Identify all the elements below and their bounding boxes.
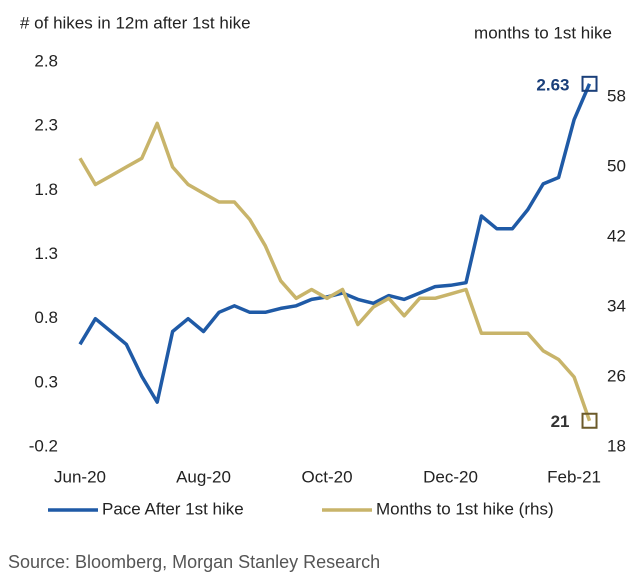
x-tick-label: Jun-20 <box>54 467 106 486</box>
y2-tick-label: 26 <box>607 366 626 385</box>
y2-axis-title: months to 1st hike <box>474 23 612 42</box>
end-marker <box>581 412 598 429</box>
end-marker <box>581 75 598 92</box>
x-tick-label: Dec-20 <box>423 467 478 486</box>
end-value-label: 21 <box>551 412 570 431</box>
y2-tick-label: 34 <box>607 296 626 315</box>
y-tick-label: 1.3 <box>34 244 58 263</box>
x-tick-label: Oct-20 <box>302 467 353 486</box>
y-tick-label: 2.8 <box>34 51 58 70</box>
y-tick-label: 2.3 <box>34 116 58 135</box>
y2-tick-label: 50 <box>607 156 626 175</box>
y-axis-title: # of hikes in 12m after 1st hike <box>20 13 251 32</box>
legend-label: Months to 1st hike (rhs) <box>376 499 554 518</box>
y2-tick-label: 42 <box>607 226 626 245</box>
y2-tick-label: 58 <box>607 86 626 105</box>
x-tick-label: Aug-20 <box>176 467 231 486</box>
y-tick-label: 1.8 <box>34 180 58 199</box>
x-tick-label: Feb-21 <box>547 467 601 486</box>
end-value-label: 2.63 <box>536 75 569 94</box>
y-tick-label: -0.2 <box>29 436 58 455</box>
legend-label: Pace After 1st hike <box>102 499 244 518</box>
series-line <box>78 83 592 404</box>
y2-tick-label: 18 <box>607 436 626 455</box>
source-note: Source: Bloomberg, Morgan Stanley Resear… <box>8 552 380 572</box>
y-tick-label: 0.8 <box>34 308 58 327</box>
series-line <box>78 121 592 422</box>
y-tick-label: 0.3 <box>34 372 58 391</box>
